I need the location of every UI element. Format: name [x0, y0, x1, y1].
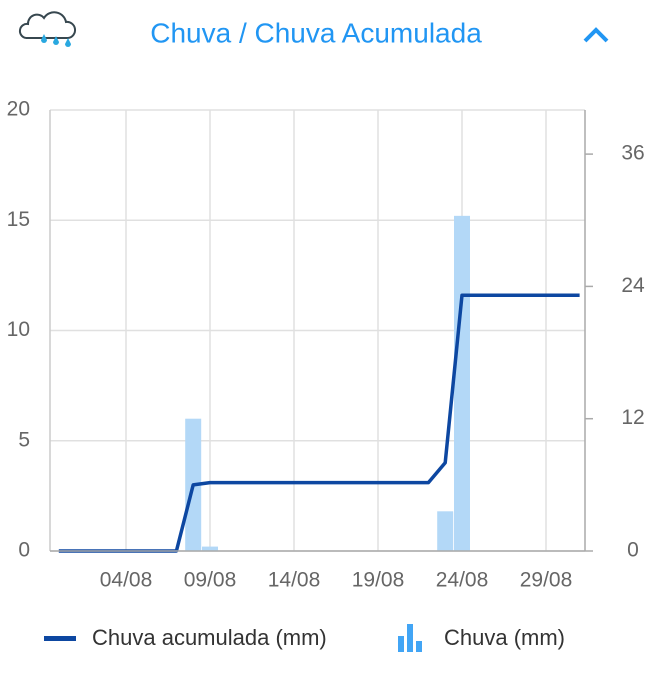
- bar: [437, 511, 454, 551]
- y2-tick-label: 0: [627, 539, 639, 562]
- legend-line-icon: [44, 636, 76, 641]
- y-tick-label: 20: [7, 98, 30, 121]
- legend-bar-icon: [398, 624, 422, 652]
- x-tick-label: 14/08: [268, 569, 321, 592]
- line: [58, 293, 580, 553]
- x-tick-label: 29/08: [520, 569, 573, 592]
- y-tick-label: 0: [18, 539, 30, 562]
- legend-entry: Chuva (mm): [444, 625, 565, 650]
- y2-tick-label: 24: [621, 274, 645, 297]
- bar: [202, 546, 218, 551]
- y2-tick-label: 36: [621, 142, 644, 165]
- y-tick-label: 10: [7, 318, 30, 341]
- chart-title: Chuva / Chuva Acumulada: [150, 17, 482, 48]
- legend-entry: Chuva acumulada (mm): [92, 625, 327, 650]
- y-tick-label: 5: [18, 428, 30, 451]
- x-tick-label: 04/08: [100, 569, 153, 592]
- weather-icon: [18, 11, 77, 47]
- bar: [454, 215, 470, 551]
- x-tick-label: 09/08: [184, 569, 237, 592]
- y2-tick-label: 12: [621, 406, 644, 429]
- y-tick-label: 15: [7, 208, 30, 231]
- x-tick-label: 24/08: [436, 569, 489, 592]
- collapse-toggle[interactable]: [583, 27, 609, 43]
- x-tick-label: 19/08: [352, 569, 405, 592]
